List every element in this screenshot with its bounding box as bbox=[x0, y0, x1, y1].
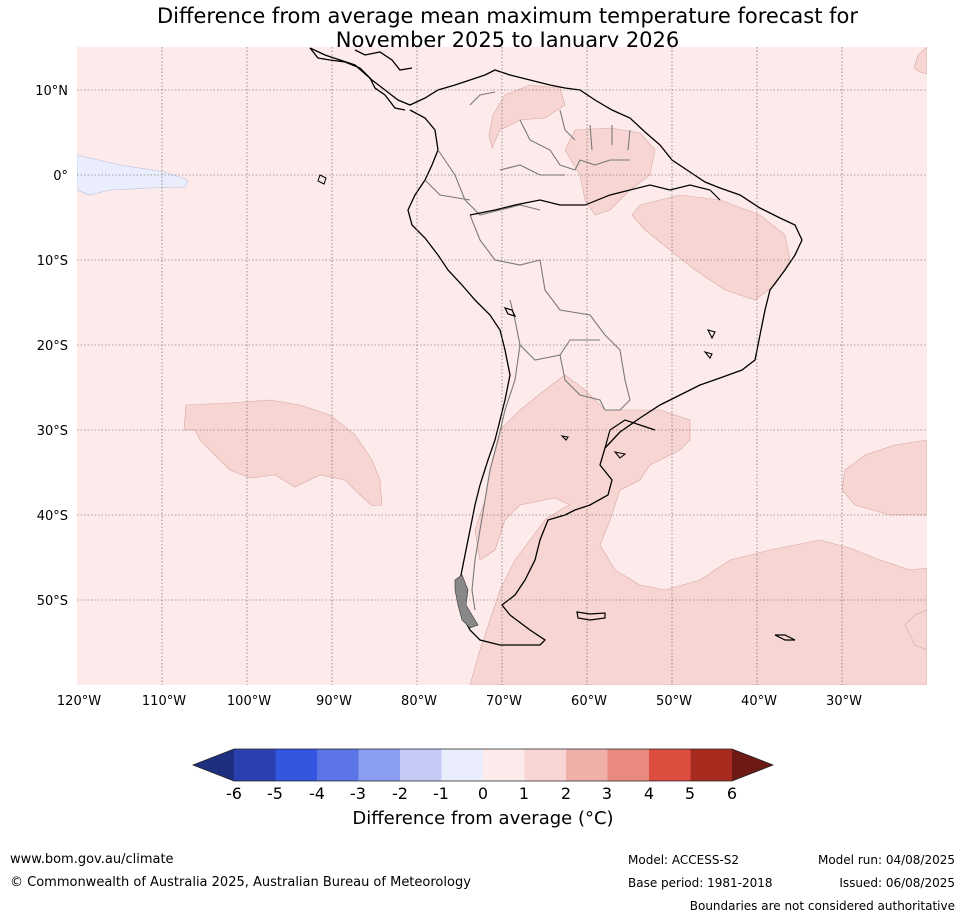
lon-label: 50°W bbox=[656, 694, 692, 709]
model-run-text: Model run: 04/08/2025 bbox=[817, 853, 955, 867]
colorbar-tick: -5 bbox=[267, 784, 283, 803]
colorbar-swatch bbox=[441, 749, 484, 781]
lon-label: 110°W bbox=[142, 694, 186, 709]
colorbar-swatch bbox=[400, 749, 442, 781]
colorbar-tick: 0 bbox=[478, 784, 488, 803]
lon-label: 60°W bbox=[571, 694, 607, 709]
colorbar-outline bbox=[191, 748, 775, 782]
colorbar-swatch bbox=[649, 749, 691, 781]
latitude-labels: 10°N 0° 10°S 20°S 30°S 40°S 50°S bbox=[35, 84, 68, 609]
lat-label: 40°S bbox=[37, 509, 68, 524]
colorbar-tick: -3 bbox=[350, 784, 366, 803]
copyright-text: © Commonwealth of Australia 2025, Austra… bbox=[10, 875, 471, 890]
colorbar-extend-low bbox=[193, 749, 234, 781]
colorbar-tick: -1 bbox=[433, 784, 449, 803]
graticule bbox=[77, 47, 927, 685]
warm-patch-south-america bbox=[469, 374, 927, 685]
lon-label: 100°W bbox=[227, 694, 271, 709]
warm-patch-brazil bbox=[631, 194, 791, 301]
colorbar-tick: 2 bbox=[561, 784, 571, 803]
lon-label: 80°W bbox=[401, 694, 437, 709]
lon-label: 90°W bbox=[316, 694, 352, 709]
colorbar: -6 -5 -4 -3 -2 -1 0 1 2 3 4 5 6 bbox=[191, 748, 775, 803]
amazon-river bbox=[469, 184, 721, 216]
longitude-labels: 120°W 110°W 100°W 90°W 80°W 70°W 60°W 50… bbox=[57, 694, 862, 709]
galapagos-islands bbox=[317, 174, 327, 185]
model-text: Model: ACCESS-S2 bbox=[628, 853, 740, 867]
lat-label: 10°S bbox=[37, 254, 68, 269]
colorbar-tick: 6 bbox=[727, 784, 737, 803]
colorbar-ticks: -6 -5 -4 -3 -2 -1 0 1 2 3 4 5 6 bbox=[226, 784, 737, 803]
colorbar-swatch bbox=[483, 749, 525, 781]
boundaries-note: Boundaries are not considered authoritat… bbox=[689, 899, 955, 913]
issued-text: Issued: 06/08/2025 bbox=[839, 876, 955, 890]
colorbar-swatch bbox=[566, 749, 608, 781]
warm-patch-atlantic-south bbox=[904, 609, 927, 651]
south-georgia bbox=[774, 634, 796, 641]
lat-label: 20°S bbox=[37, 339, 68, 354]
colorbar-tick: -2 bbox=[392, 784, 408, 803]
lat-label: 0° bbox=[53, 169, 68, 184]
warm-patch-amazon bbox=[564, 127, 656, 216]
base-period-text: Base period: 1981-2018 bbox=[628, 876, 773, 890]
colorbar-extend-high bbox=[732, 749, 773, 781]
lon-label: 30°W bbox=[826, 694, 862, 709]
colorbar-swatch bbox=[607, 749, 650, 781]
rio-de-la-plata bbox=[604, 419, 656, 449]
lon-label: 70°W bbox=[486, 694, 522, 709]
colorbar-swatch bbox=[358, 749, 401, 781]
falkland-islands bbox=[576, 611, 606, 621]
colorbar-swatch bbox=[524, 749, 567, 781]
warm-patch-northeast bbox=[913, 47, 927, 75]
colorbar-tick: 1 bbox=[519, 784, 529, 803]
warm-patch-pacific bbox=[183, 399, 383, 507]
colorbar-label: Difference from average (°C) bbox=[352, 808, 614, 829]
colorbar-tick: 3 bbox=[602, 784, 612, 803]
central-america-coastline bbox=[309, 47, 413, 111]
southern-archipelago bbox=[454, 574, 479, 629]
title-line-1: Difference from average mean maximum tem… bbox=[157, 4, 858, 28]
colorbar-swatch bbox=[275, 749, 318, 781]
lat-label: 30°S bbox=[37, 424, 68, 439]
lon-label: 120°W bbox=[57, 694, 101, 709]
website-link[interactable]: www.bom.gov.au/climate bbox=[10, 852, 174, 867]
lake-titicaca bbox=[503, 307, 517, 317]
map-title: Difference from average mean maximum tem… bbox=[0, 4, 965, 52]
south-america-coastline bbox=[309, 47, 803, 646]
inland-water bbox=[560, 329, 716, 459]
colorbar-tick: -6 bbox=[226, 784, 242, 803]
cool-anomaly-patch bbox=[77, 154, 189, 196]
lon-label: 40°W bbox=[741, 694, 777, 709]
colorbar-swatch bbox=[234, 749, 276, 781]
colorbar-tick: 5 bbox=[685, 784, 695, 803]
colorbar-tick: -4 bbox=[309, 784, 325, 803]
colorbar-swatch bbox=[690, 749, 733, 781]
colorbar-swatches bbox=[191, 748, 775, 782]
colorbar-tick: 4 bbox=[644, 784, 654, 803]
lat-label: 50°S bbox=[37, 594, 68, 609]
lat-label: 10°N bbox=[35, 84, 68, 99]
colorbar-swatch bbox=[317, 749, 359, 781]
